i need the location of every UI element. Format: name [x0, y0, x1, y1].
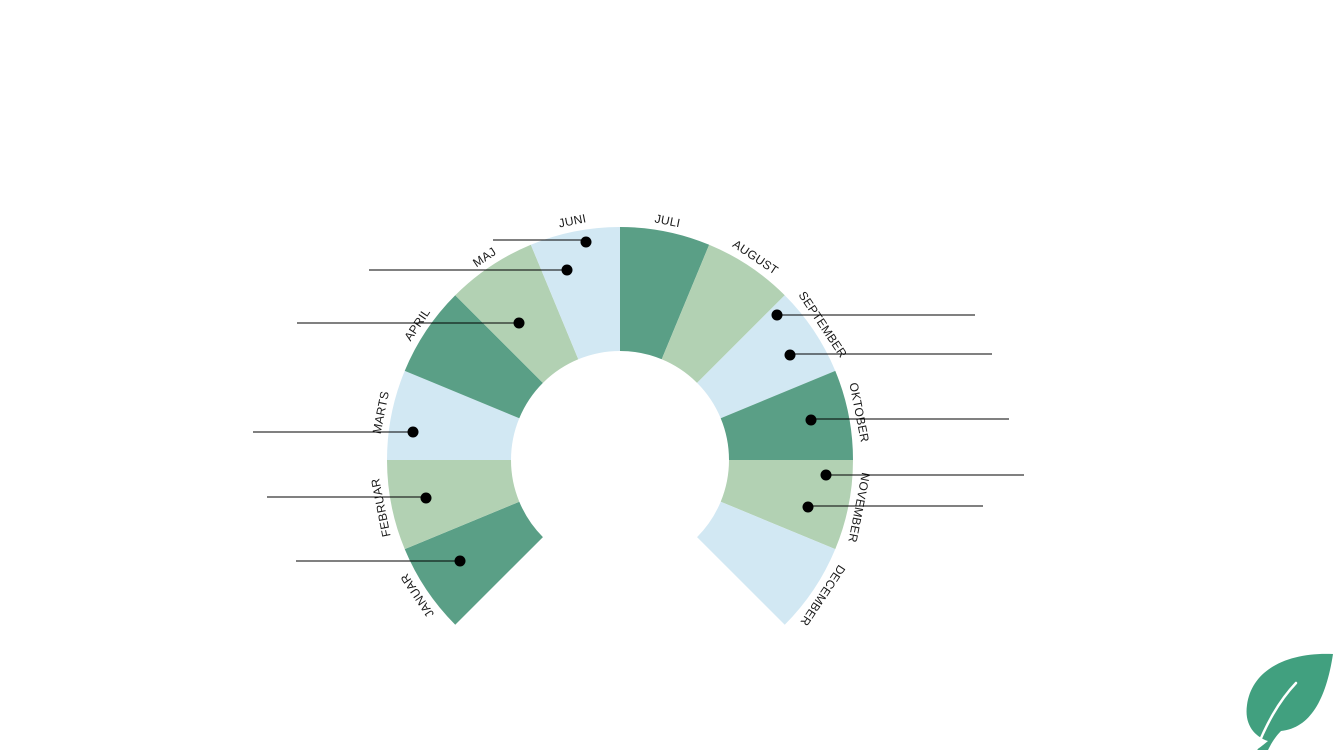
marker-november-2[interactable] [802, 501, 984, 513]
marker-dot[interactable] [454, 555, 466, 567]
marker-dot[interactable] [561, 264, 573, 276]
segment-marts[interactable] [387, 370, 520, 460]
segment-september[interactable] [697, 295, 836, 419]
marker-oktober[interactable] [805, 414, 1010, 426]
marker-dot[interactable] [820, 469, 832, 481]
marker-november-1[interactable] [820, 469, 1025, 481]
wheel-segments [387, 227, 853, 625]
segment-oktober[interactable] [720, 370, 853, 460]
marker-dot[interactable] [407, 426, 419, 438]
marker-januar[interactable] [296, 555, 466, 567]
marker-dot[interactable] [802, 501, 814, 513]
marker-dot[interactable] [580, 236, 592, 248]
marker-dot[interactable] [771, 309, 783, 321]
marker-juni[interactable] [493, 236, 592, 248]
segment-januar[interactable] [404, 501, 543, 625]
marker-dot[interactable] [805, 414, 817, 426]
event-markers [253, 236, 1025, 567]
marker-september-1[interactable] [771, 309, 976, 321]
segment-juni[interactable] [530, 227, 620, 360]
segment-december[interactable] [697, 501, 836, 625]
segment-juli[interactable] [620, 227, 710, 360]
marker-marts[interactable] [253, 426, 419, 438]
leaf-shape [1246, 653, 1333, 750]
month-label-juni: JUNI [557, 211, 587, 230]
marker-april[interactable] [297, 317, 525, 329]
marker-september-2[interactable] [784, 349, 993, 361]
segment-august[interactable] [661, 244, 785, 383]
marker-dot[interactable] [784, 349, 796, 361]
marker-maj[interactable] [369, 264, 573, 276]
marker-dot[interactable] [420, 492, 432, 504]
segment-april[interactable] [404, 295, 543, 419]
segment-november[interactable] [720, 460, 853, 550]
segment-februar[interactable] [387, 460, 520, 550]
marker-februar[interactable] [267, 492, 432, 504]
month-label-juli: JULI [654, 211, 682, 230]
marker-dot[interactable] [513, 317, 525, 329]
leaf-vein [1254, 681, 1298, 750]
leaf-icon [1246, 653, 1333, 750]
month-label-marts: MARTS [370, 390, 392, 435]
segment-maj[interactable] [455, 244, 579, 383]
